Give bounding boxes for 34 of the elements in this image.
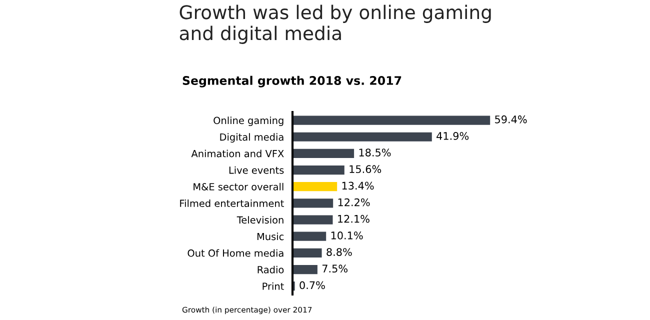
bar <box>292 148 354 158</box>
y-tick-label: M&E sector overall <box>194 182 284 190</box>
chart-title: Growth was led by online gaming and digital media <box>180 4 491 44</box>
y-tick-label: Online gaming <box>214 116 284 126</box>
bar <box>292 215 333 224</box>
y-tick-label: Out Of Home media <box>188 249 284 257</box>
data-label: 59.4% <box>495 115 527 124</box>
y-tick-label: Live events <box>229 166 284 174</box>
y-tick-label: Print <box>262 282 284 290</box>
bar <box>292 132 432 142</box>
y-tick-label: Television <box>236 216 284 224</box>
chart-subtitle: Segmental growth 2018 vs. 2017 <box>182 76 402 88</box>
data-label: 13.4% <box>342 182 374 190</box>
data-label: 0.7% <box>300 281 325 290</box>
bar <box>292 248 322 258</box>
bar <box>292 116 490 125</box>
bar <box>292 232 326 241</box>
y-tick-label: Music <box>257 232 284 240</box>
data-label: 8.8% <box>326 248 352 256</box>
data-label: 12.1% <box>338 214 370 223</box>
bar <box>292 198 334 208</box>
y-tick-label: Filmed entertainment <box>180 200 284 208</box>
data-label: 15.6% <box>350 165 382 174</box>
y-tick-label: Radio <box>258 266 284 274</box>
bar <box>292 264 318 274</box>
data-label: 18.5% <box>359 148 391 156</box>
data-label: 12.2% <box>338 198 370 206</box>
y-tick-label: Animation and VFX <box>191 150 284 158</box>
data-label: 41.9% <box>436 132 469 140</box>
bar <box>292 165 344 175</box>
y-tick-label: Digital media <box>220 133 284 143</box>
data-label: 10.1% <box>331 232 363 240</box>
bar <box>292 182 338 192</box>
data-label: 7.5% <box>322 264 348 273</box>
